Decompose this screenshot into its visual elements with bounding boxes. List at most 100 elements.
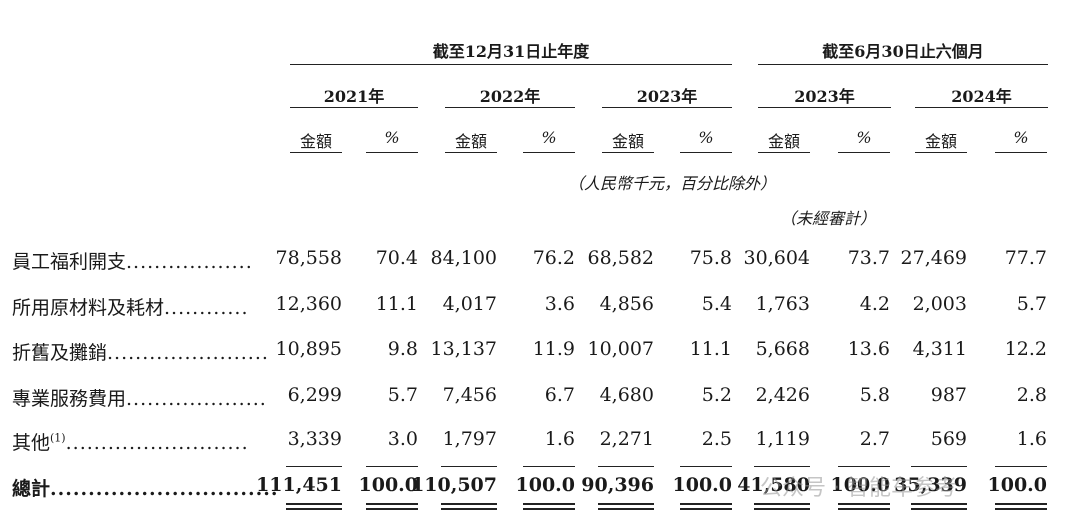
double-underline (441, 508, 497, 510)
col-header-pct: % (856, 128, 872, 147)
row-label: 折舊及攤銷....................... (12, 338, 269, 365)
double-underline (838, 503, 890, 505)
double-underline (911, 503, 967, 505)
col-rule (838, 152, 890, 153)
amount-cell: 2,426 (755, 384, 810, 406)
total-amount-cell: 41,580 (737, 474, 810, 496)
double-underline (680, 508, 732, 510)
percent-cell: 11.9 (532, 338, 575, 360)
subtotal-rule (366, 466, 418, 467)
amount-cell: 30,604 (743, 247, 810, 269)
total-amount-cell: 35,339 (894, 474, 967, 496)
double-underline (366, 503, 418, 505)
col-header-amount: 金額 (299, 132, 332, 151)
amount-cell: 3,339 (287, 428, 342, 450)
percent-cell: 1.6 (1016, 428, 1047, 450)
total-amount-cell: 111,451 (256, 474, 342, 496)
year-rule (758, 107, 891, 108)
row-label-text: 總計 (12, 478, 51, 500)
col-rule (523, 152, 575, 153)
amount-cell: 27,469 (900, 247, 967, 269)
double-underline (754, 508, 810, 510)
row-label: 員工福利開支.................. (12, 247, 253, 274)
row-label-text: 其他 (12, 432, 51, 454)
col-header-amount: 金額 (454, 132, 487, 151)
double-underline (523, 503, 575, 505)
percent-cell: 6.7 (544, 384, 575, 406)
leader-dots: .................. (126, 251, 253, 273)
watermark-text: 公众号 · 智能车参考 (760, 476, 957, 501)
amount-cell: 987 (930, 384, 967, 406)
row-label-text: 折舊及攤銷 (12, 342, 108, 364)
year-header-2022: 2022年 (479, 87, 541, 106)
subtotal-rule (598, 466, 654, 467)
percent-cell: 2.8 (1016, 384, 1047, 406)
double-underline (523, 508, 575, 510)
amount-cell: 10,007 (587, 338, 654, 360)
amount-cell: 68,582 (587, 247, 654, 269)
row-label: 專業服務費用.................... (12, 384, 267, 411)
col-header-pct: % (541, 128, 557, 147)
total-percent-cell: 100.0 (515, 474, 576, 496)
leader-dots: ............ (164, 297, 249, 319)
amount-cell: 10,895 (275, 338, 342, 360)
percent-cell: 73.7 (847, 247, 890, 269)
year-rule (290, 107, 418, 108)
subtotal-rule (754, 466, 810, 467)
double-underline (754, 503, 810, 505)
percent-cell: 5.8 (859, 384, 890, 406)
percent-cell: 2.7 (859, 428, 890, 450)
col-rule (366, 152, 418, 153)
col-rule (915, 152, 967, 153)
total-percent-cell: 100.0 (830, 474, 891, 496)
percent-cell: 5.4 (701, 293, 732, 315)
percent-cell: 77.7 (1004, 247, 1047, 269)
year-rule (445, 107, 575, 108)
col-header-pct: % (698, 128, 714, 147)
amount-cell: 13,137 (430, 338, 497, 360)
row-label: 所用原材料及耗材............ (12, 293, 249, 320)
amount-cell: 4,856 (599, 293, 654, 315)
subtotal-rule (995, 466, 1047, 467)
amount-cell: 1,763 (755, 293, 810, 315)
row-label-text: 員工福利開支 (12, 251, 127, 273)
double-underline (911, 508, 967, 510)
percent-cell: 75.8 (689, 247, 732, 269)
footnote-marker: (1) (50, 431, 66, 445)
percent-cell: 5.2 (701, 384, 732, 406)
leader-dots: .......................... (65, 432, 249, 454)
year-rule (602, 107, 732, 108)
subtotal-rule (286, 466, 342, 467)
leader-dots: ....................... (107, 342, 269, 364)
percent-cell: 5.7 (1016, 293, 1047, 315)
subtotal-rule (911, 466, 967, 467)
double-underline (286, 508, 342, 510)
percent-cell: 1.6 (544, 428, 575, 450)
group-rule-six-month (758, 64, 1048, 65)
col-header-amount: 金額 (767, 132, 800, 151)
col-rule (680, 152, 732, 153)
percent-cell: 13.6 (847, 338, 890, 360)
group-header-full-year: 截至12月31日止年度 (432, 42, 590, 61)
total-amount-cell: 90,396 (581, 474, 654, 496)
subtotal-rule (680, 466, 732, 467)
amount-cell: 2,003 (912, 293, 967, 315)
row-label-text: 所用原材料及耗材 (12, 297, 165, 319)
double-underline (441, 503, 497, 505)
amount-cell: 12,360 (275, 293, 342, 315)
percent-cell: 2.5 (701, 428, 732, 450)
year-header-2024-h1: 2024年 (951, 87, 1012, 106)
amount-cell: 7,456 (442, 384, 497, 406)
unit-note: （人民幣千元，百分比除外） (568, 174, 777, 193)
row-label: 其他(1).......................... (12, 428, 249, 455)
col-header-pct: % (1013, 128, 1029, 147)
amount-cell: 6,299 (287, 384, 342, 406)
percent-cell: 76.2 (532, 247, 575, 269)
percent-cell: 5.7 (387, 384, 418, 406)
leader-dots: .............................. (50, 478, 279, 500)
year-header-2023: 2023年 (636, 87, 698, 106)
double-underline (995, 508, 1047, 510)
total-percent-cell: 100.0 (672, 474, 733, 496)
year-header-2021: 2021年 (323, 87, 385, 106)
amount-cell: 5,668 (755, 338, 810, 360)
